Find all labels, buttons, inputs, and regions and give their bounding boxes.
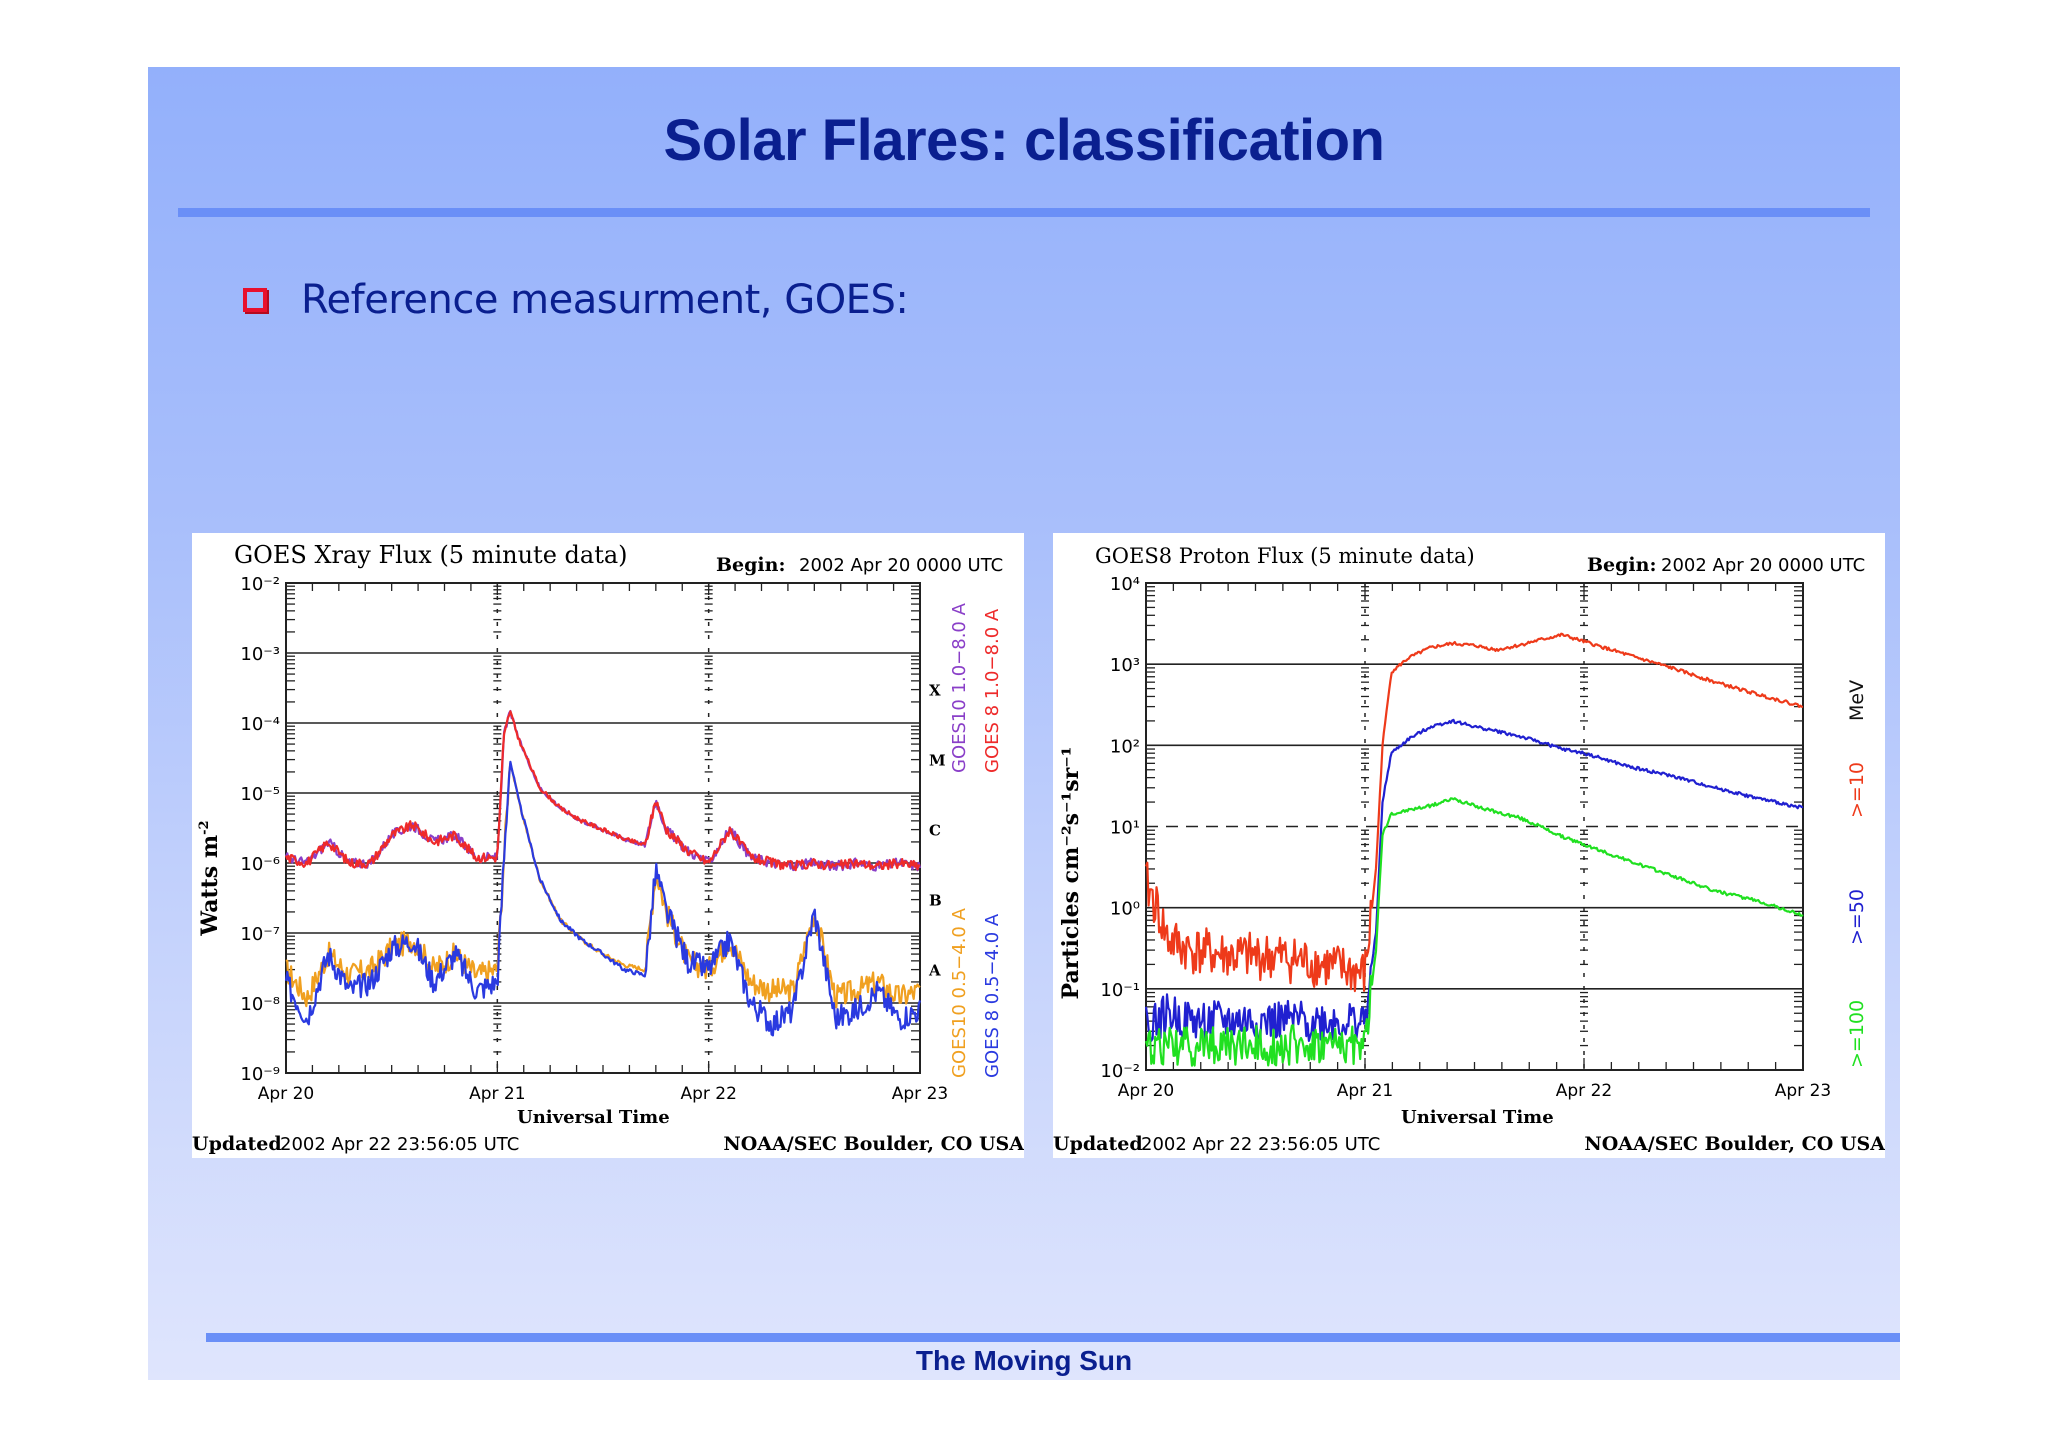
title-rule bbox=[178, 208, 1870, 217]
svg-text:10⁰: 10⁰ bbox=[1110, 899, 1140, 920]
proton-updated-label: Updated bbox=[1053, 1133, 1143, 1155]
series-line bbox=[1144, 797, 1804, 1067]
svg-text:10⁻³: 10⁻³ bbox=[240, 644, 280, 665]
proton-chart-title: GOES8 Proton Flux (5 minute data) bbox=[1095, 544, 1475, 568]
xray-plot-area bbox=[284, 582, 922, 1074]
bullet-text: Reference measurment, GOES: bbox=[301, 277, 909, 323]
svg-text:C: C bbox=[929, 822, 941, 840]
series-line bbox=[284, 710, 921, 872]
svg-text:>=10: >=10 bbox=[1846, 762, 1868, 818]
xray-chart-svg: GOES Xray Flux (5 minute data) Begin: 20… bbox=[192, 541, 1024, 1155]
svg-text:10⁻⁸: 10⁻⁸ bbox=[240, 994, 280, 1015]
proton-updated-value: 2002 Apr 22 23:56:05 UTC bbox=[1141, 1134, 1380, 1155]
xray-x-axis: Apr 20 Apr 21 Apr 22 Apr 23 bbox=[258, 1084, 948, 1104]
xray-y-axis: 10⁻² 10⁻³ 10⁻⁴ 10⁻⁵ 10⁻⁶ 10⁻⁷ 10⁻⁸ 10⁻⁹ bbox=[240, 574, 280, 1085]
xray-y-label: Watts m-2 bbox=[197, 820, 223, 936]
svg-text:Particles cm⁻²s⁻¹sr⁻¹: Particles cm⁻²s⁻¹sr⁻¹ bbox=[1058, 747, 1084, 1000]
series-line bbox=[1144, 718, 1804, 1042]
svg-text:Apr 23: Apr 23 bbox=[1775, 1081, 1831, 1101]
footer-text: The Moving Sun bbox=[915, 1345, 1133, 1376]
svg-text:B: B bbox=[929, 892, 942, 910]
proton-begin-label: Begin: bbox=[1587, 554, 1656, 576]
svg-text:10¹: 10¹ bbox=[1110, 818, 1140, 839]
svg-text:10⁻⁴: 10⁻⁴ bbox=[240, 714, 280, 735]
svg-text:X: X bbox=[929, 682, 941, 700]
svg-text:10⁻²: 10⁻² bbox=[1100, 1061, 1140, 1082]
square-bullet-icon bbox=[243, 288, 267, 312]
svg-text:>=100: >=100 bbox=[1846, 1000, 1868, 1068]
svg-text:GOES10 1.0−8.0 A: GOES10 1.0−8.0 A bbox=[949, 602, 970, 773]
bullet-item: Reference measurment, GOES: bbox=[243, 277, 909, 323]
svg-text:10⁻⁵: 10⁻⁵ bbox=[240, 784, 280, 805]
proton-plot-area bbox=[1144, 582, 1804, 1071]
svg-text:MeV: MeV bbox=[1846, 680, 1868, 721]
svg-text:Apr 23: Apr 23 bbox=[892, 1084, 948, 1104]
xray-begin-label: Begin: bbox=[716, 554, 785, 576]
svg-text:10³: 10³ bbox=[1110, 655, 1140, 676]
proton-chart-svg: GOES8 Proton Flux (5 minute data) Begin:… bbox=[1053, 544, 1885, 1155]
svg-text:>=50: >=50 bbox=[1846, 889, 1868, 945]
proton-flux-chart: GOES8 Proton Flux (5 minute data) Begin:… bbox=[1053, 533, 1885, 1158]
svg-text:10²: 10² bbox=[1110, 736, 1140, 757]
xray-begin-value: 2002 Apr 20 0000 UTC bbox=[799, 555, 1003, 576]
footer-rule bbox=[206, 1333, 1900, 1342]
proton-y-axis: 10⁴ 10³ 10² 10¹ 10⁰ 10⁻¹ 10⁻² bbox=[1100, 574, 1140, 1082]
svg-text:M: M bbox=[929, 752, 946, 770]
xray-updated-label: Updated bbox=[192, 1133, 282, 1155]
svg-text:Apr 22: Apr 22 bbox=[680, 1084, 736, 1104]
xray-credit: NOAA/SEC Boulder, CO USA bbox=[723, 1133, 1024, 1155]
svg-text:Apr 21: Apr 21 bbox=[469, 1084, 525, 1104]
series-line bbox=[284, 760, 922, 1037]
svg-text:10⁻¹: 10⁻¹ bbox=[1100, 980, 1140, 1001]
xray-updated-value: 2002 Apr 22 23:56:05 UTC bbox=[280, 1134, 519, 1155]
svg-text:Apr 20: Apr 20 bbox=[258, 1084, 314, 1104]
proton-legend: MeV >=10 >=50 >=100 bbox=[1846, 680, 1868, 1068]
xray-chart-title: GOES Xray Flux (5 minute data) bbox=[234, 541, 628, 569]
series-line bbox=[1144, 632, 1804, 993]
svg-text:10⁻²: 10⁻² bbox=[240, 574, 280, 595]
xray-legend: GOES10 1.0−8.0 A GOES 8 1.0−8.0 A GOES10 0… bbox=[949, 602, 1003, 1078]
svg-text:A: A bbox=[928, 962, 941, 980]
xray-x-label: Universal Time bbox=[517, 1107, 670, 1128]
proton-begin-value: 2002 Apr 20 0000 UTC bbox=[1661, 555, 1865, 576]
svg-text:GOES 8 0.5−4.0 A: GOES 8 0.5−4.0 A bbox=[982, 913, 1003, 1078]
xray-flux-chart: GOES Xray Flux (5 minute data) Begin: 20… bbox=[192, 533, 1024, 1158]
svg-text:10⁻⁷: 10⁻⁷ bbox=[240, 924, 280, 945]
svg-text:10⁻⁹: 10⁻⁹ bbox=[240, 1064, 280, 1085]
xray-flare-classes: X M C B A bbox=[928, 682, 946, 980]
svg-text:10⁻⁶: 10⁻⁶ bbox=[240, 854, 280, 875]
proton-x-axis: Apr 20 Apr 21 Apr 22 Apr 23 bbox=[1118, 1081, 1831, 1101]
svg-text:GOES10 0.5−4.0 A: GOES10 0.5−4.0 A bbox=[949, 907, 970, 1078]
svg-text:GOES 8 1.0−8.0 A: GOES 8 1.0−8.0 A bbox=[982, 608, 1003, 773]
proton-x-label: Universal Time bbox=[1401, 1107, 1554, 1128]
slide-title: Solar Flares: classification bbox=[663, 108, 1385, 173]
svg-text:Apr 20: Apr 20 bbox=[1118, 1081, 1174, 1101]
proton-y-label: Particles cm⁻²s⁻¹sr⁻¹ bbox=[1058, 747, 1084, 1000]
svg-text:Apr 22: Apr 22 bbox=[1556, 1081, 1612, 1101]
svg-text:Apr 21: Apr 21 bbox=[1337, 1081, 1393, 1101]
proton-credit: NOAA/SEC Boulder, CO USA bbox=[1584, 1133, 1885, 1155]
svg-text:10⁴: 10⁴ bbox=[1110, 574, 1140, 595]
svg-text:Watts m-2: Watts m-2 bbox=[197, 820, 223, 936]
